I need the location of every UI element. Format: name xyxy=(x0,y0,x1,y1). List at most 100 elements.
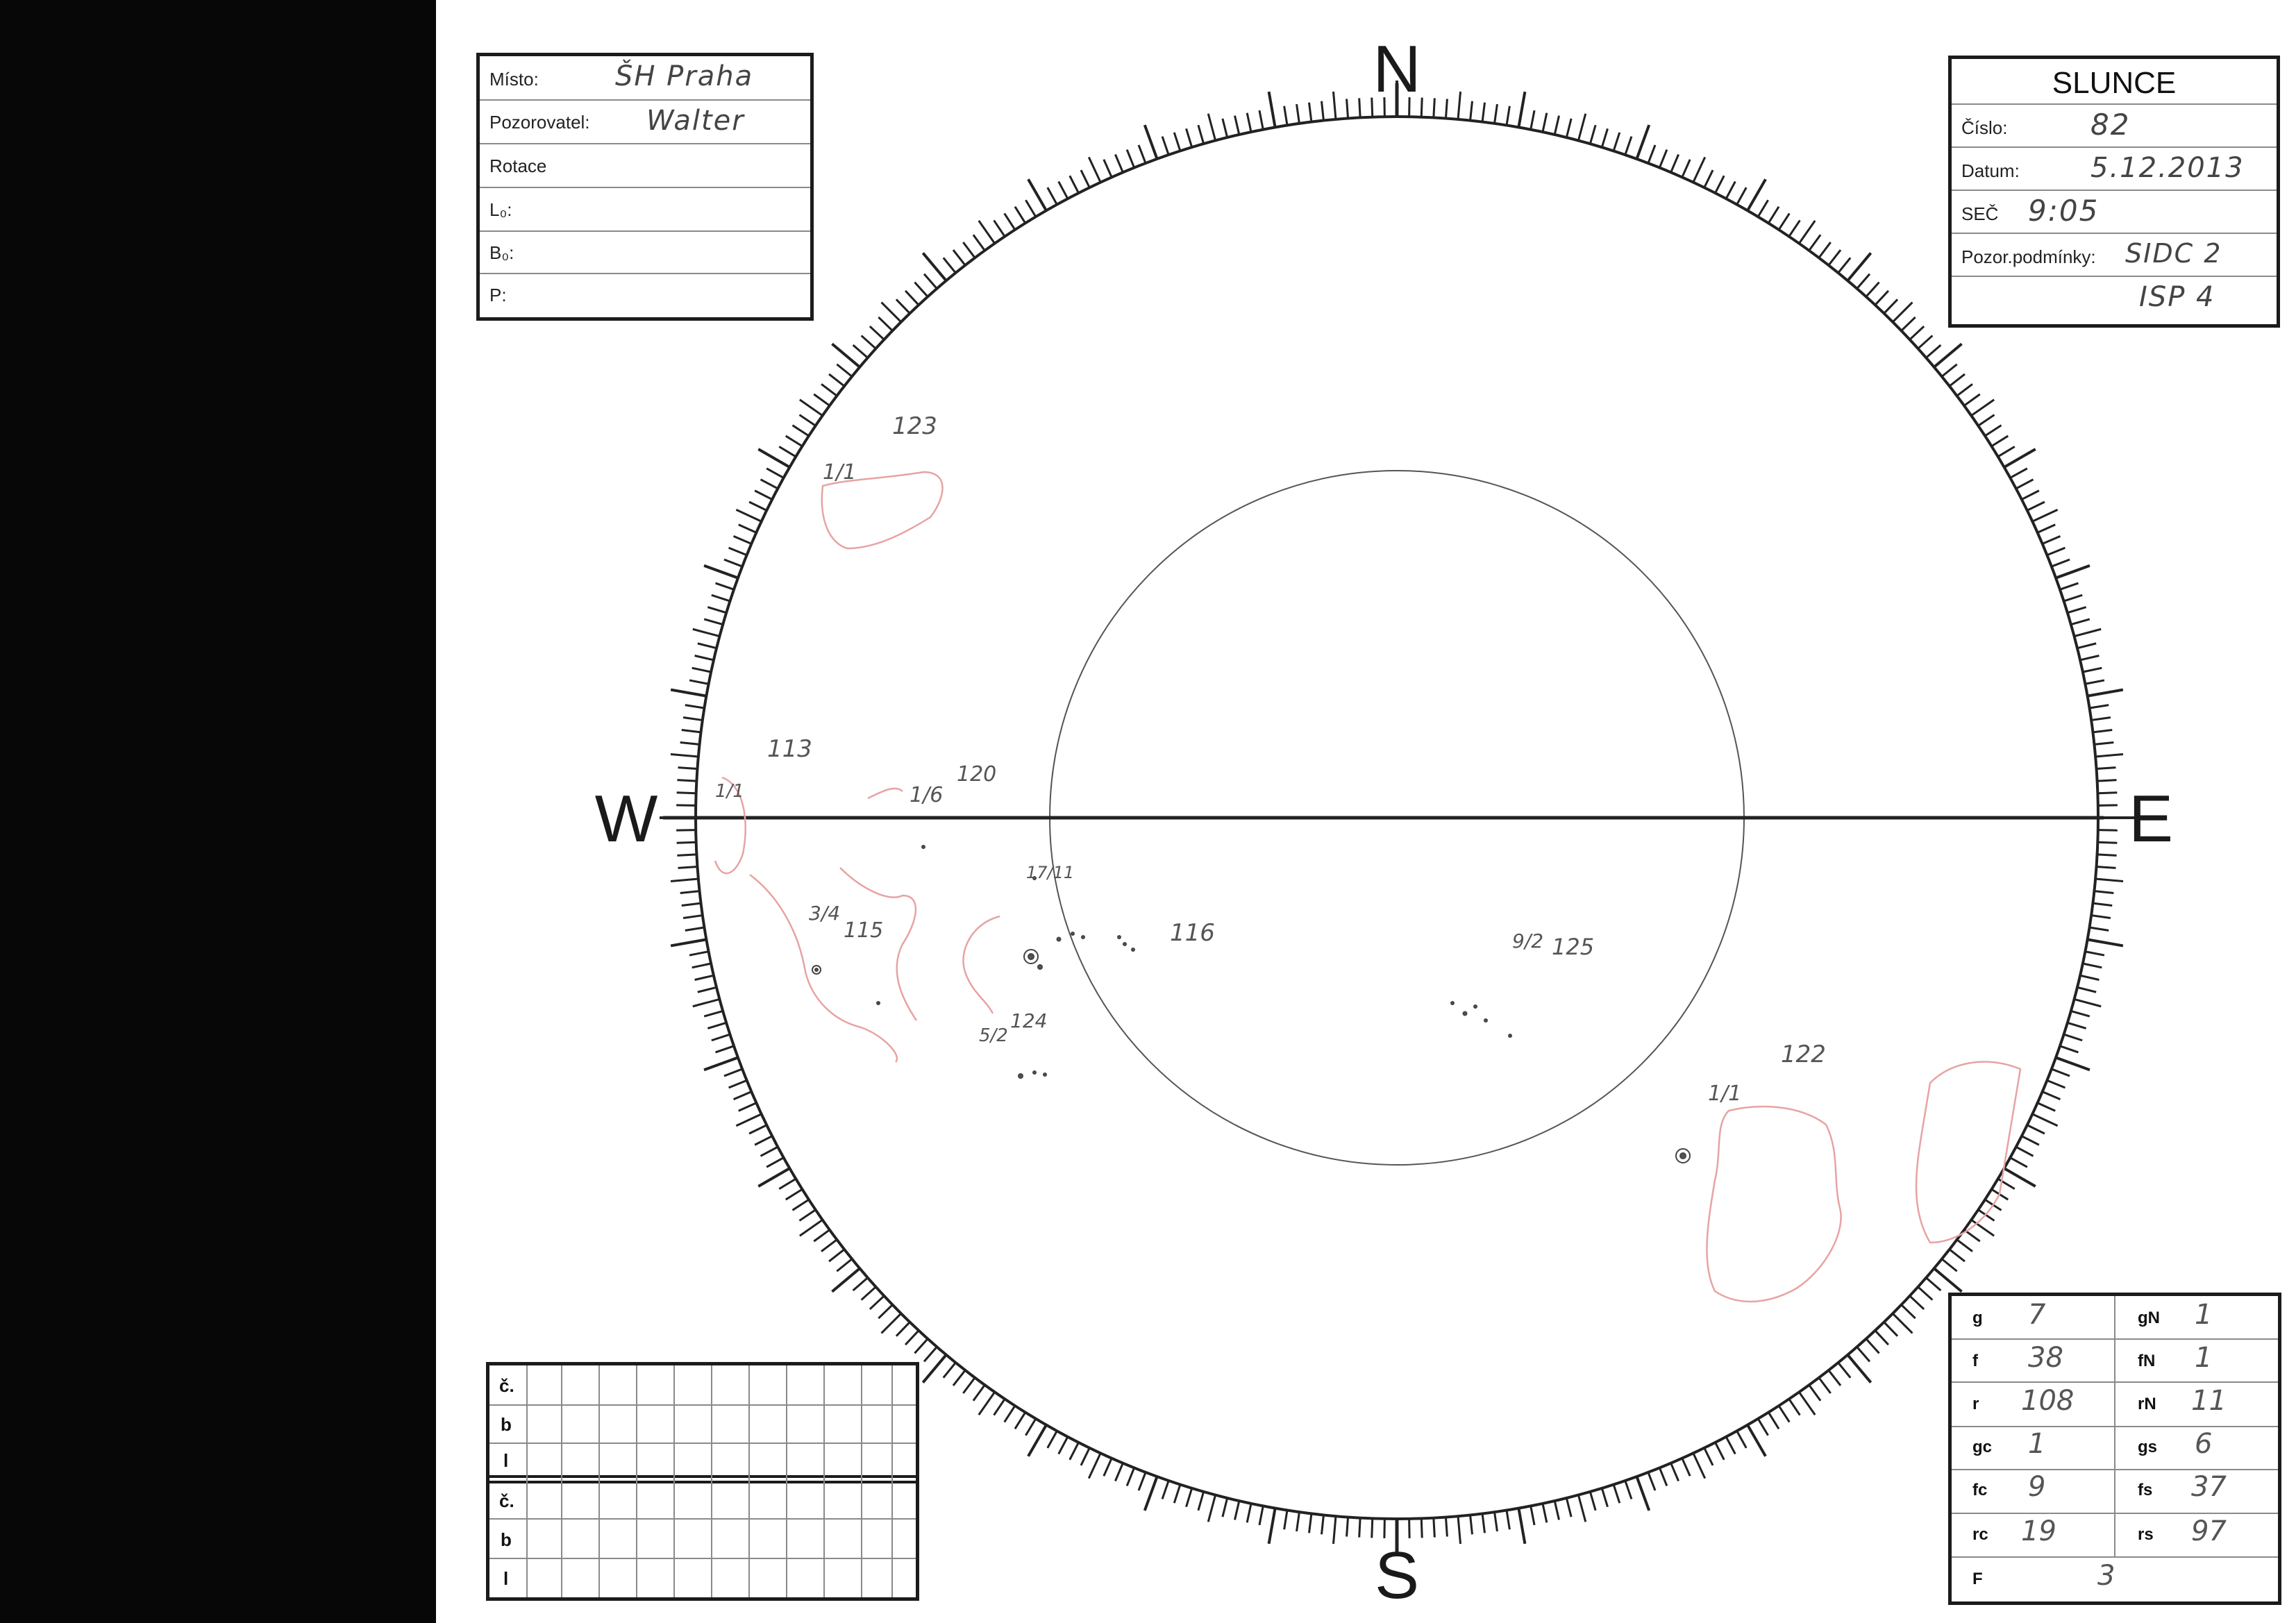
grid-label-l1: l xyxy=(503,1450,509,1471)
degree-tick xyxy=(692,962,712,969)
degree-tick xyxy=(1777,212,1791,230)
degree-tick xyxy=(798,414,816,427)
degree-tick xyxy=(1057,1436,1069,1455)
gN-value: 1 xyxy=(2195,1299,2213,1331)
degree-tick xyxy=(1173,132,1182,151)
gs-value: 6 xyxy=(2195,1428,2213,1460)
degree-tick xyxy=(707,1021,727,1029)
degree-tick xyxy=(1977,414,1995,427)
degree-tick xyxy=(1984,424,2002,437)
degree-tick xyxy=(1420,1518,1423,1538)
degree-tick xyxy=(707,606,727,614)
degree-tick xyxy=(1577,113,1587,141)
number-row: Číslo: 82 xyxy=(1952,105,2277,148)
degree-tick xyxy=(711,594,730,603)
east-label: E xyxy=(2129,782,2173,856)
degree-tick xyxy=(689,679,709,685)
degree-tick xyxy=(1080,1447,1091,1466)
sunspots xyxy=(812,845,1691,1163)
degree-tick xyxy=(1358,1517,1361,1538)
annotation-9-2: 9/2 xyxy=(1512,930,1543,952)
degree-tick xyxy=(670,688,707,698)
degree-tick xyxy=(1874,1329,1890,1346)
degree-tick xyxy=(2070,1009,2090,1018)
degree-tick xyxy=(1530,1506,1536,1526)
degree-tick xyxy=(738,523,757,534)
degree-tick xyxy=(1080,169,1091,188)
degree-tick xyxy=(703,1009,723,1018)
degree-tick xyxy=(1057,180,1069,199)
degree-tick xyxy=(1143,1476,1159,1511)
degree-tick xyxy=(1505,1510,1511,1530)
degree-tick xyxy=(1808,234,1822,251)
date-value: 5.12.2013 xyxy=(2090,152,2245,184)
degree-tick xyxy=(1900,316,1916,332)
degree-tick xyxy=(1346,99,1350,119)
degree-tick xyxy=(1865,1338,1880,1354)
rs-label: rs xyxy=(2138,1525,2154,1544)
degree-scale xyxy=(660,81,2134,1555)
degree-tick xyxy=(942,257,957,274)
degree-tick xyxy=(2059,582,2079,591)
degree-tick xyxy=(1681,159,1691,178)
faculae-outlines xyxy=(714,471,2022,1303)
degree-tick xyxy=(1185,1488,1193,1508)
degree-tick xyxy=(760,1145,778,1157)
degree-tick xyxy=(2077,642,2097,650)
degree-tick xyxy=(1997,1177,2016,1190)
degree-tick xyxy=(1296,103,1300,124)
spot-position-grid: č. b l č. b l xyxy=(486,1362,919,1601)
conditions-label: Pozor.podmínky: xyxy=(1961,246,2096,267)
degree-tick xyxy=(1963,393,1981,407)
degree-tick xyxy=(766,1157,785,1168)
degree-tick xyxy=(1444,1517,1448,1537)
slunce-box: SLUNCE Číslo: 82 Datum: 5.12.2013 SEČ 9:… xyxy=(1948,56,2280,328)
degree-tick xyxy=(799,398,823,417)
degree-tick xyxy=(1481,1513,1486,1533)
degree-tick xyxy=(1014,205,1027,224)
degree-tick xyxy=(1103,159,1113,178)
degree-tick xyxy=(680,890,700,894)
fs-label: fs xyxy=(2138,1481,2153,1499)
degree-tick xyxy=(1234,115,1241,135)
degree-tick xyxy=(1837,257,1852,274)
degree-tick xyxy=(1565,118,1573,138)
degree-tick xyxy=(1837,1361,1852,1379)
degree-tick xyxy=(1444,99,1448,119)
degree-tick xyxy=(1692,1452,1707,1479)
degree-tick xyxy=(1977,1209,1995,1222)
degree-tick xyxy=(1457,1516,1462,1545)
degree-tick xyxy=(670,752,698,758)
degree-tick xyxy=(1681,1458,1691,1477)
gc-label: gc xyxy=(1972,1438,1993,1456)
degree-tick xyxy=(1856,273,1871,289)
degree-tick xyxy=(1069,175,1080,194)
degree-tick xyxy=(1125,1467,1136,1486)
degree-tick xyxy=(2094,741,2114,746)
degree-tick xyxy=(1087,1452,1102,1479)
degree-tick xyxy=(757,1167,791,1188)
degree-tick xyxy=(1283,1510,1289,1530)
degree-tick xyxy=(836,1258,853,1272)
degree-tick xyxy=(1818,242,1832,259)
degree-tick xyxy=(895,1321,911,1337)
degree-tick xyxy=(1087,156,1102,183)
degree-tick xyxy=(703,618,723,626)
degree-tick xyxy=(978,220,996,244)
annotation-123: 123 xyxy=(892,412,937,440)
degree-tick xyxy=(880,1313,902,1334)
degree-tick xyxy=(2027,501,2045,512)
degree-tick xyxy=(757,448,791,469)
number-value: 82 xyxy=(2090,108,2131,142)
degree-tick xyxy=(728,1079,748,1089)
degree-tick xyxy=(692,998,720,1008)
degree-tick xyxy=(1530,110,1536,130)
degree-tick xyxy=(732,535,752,545)
degree-tick xyxy=(2031,508,2059,523)
grid-label-b1: b xyxy=(501,1414,512,1435)
degree-tick xyxy=(2051,1068,2070,1077)
degree-tick xyxy=(1358,98,1361,118)
degree-tick xyxy=(697,642,717,650)
degree-tick xyxy=(2021,1135,2040,1146)
